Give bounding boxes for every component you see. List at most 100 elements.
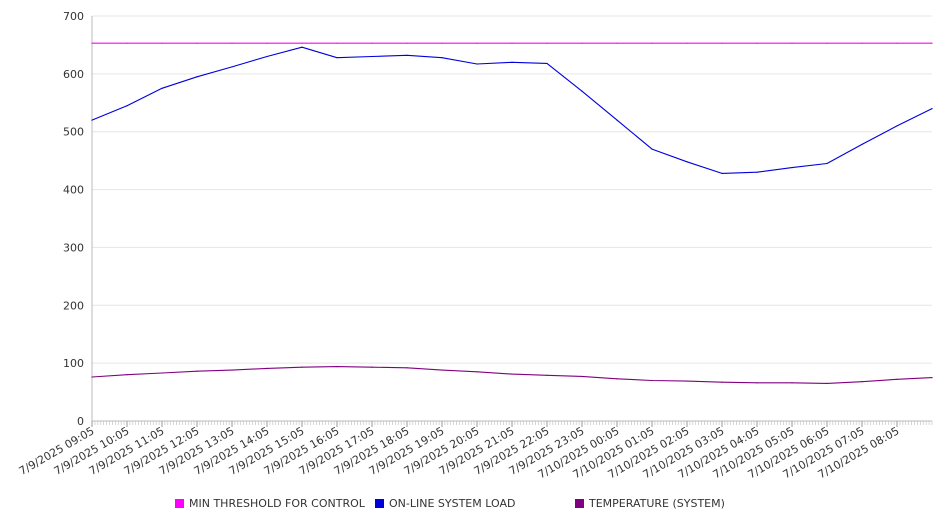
data-point <box>301 366 303 368</box>
legend-swatch-system-load <box>375 499 384 508</box>
data-point <box>441 369 443 371</box>
data-point <box>581 375 583 378</box>
data-point <box>196 76 198 78</box>
data-point <box>336 42 338 44</box>
legend-label-temperature: TEMPERATURE (SYSTEM) <box>589 497 725 510</box>
data-point <box>511 42 513 44</box>
data-point <box>371 42 373 44</box>
data-point <box>301 46 303 48</box>
data-point <box>756 382 758 384</box>
data-point <box>756 42 758 44</box>
y-tick-label: 200 <box>63 299 84 312</box>
data-point <box>616 42 618 44</box>
data-point <box>301 42 303 44</box>
data-point <box>651 148 653 150</box>
data-point <box>196 370 198 372</box>
legend-swatch-min-threshold <box>175 499 184 508</box>
data-point <box>896 125 898 127</box>
data-point <box>686 380 688 382</box>
data-point <box>931 107 933 110</box>
data-point <box>476 42 478 44</box>
data-point <box>721 172 723 174</box>
data-point <box>371 55 373 58</box>
y-tick-label: 500 <box>63 126 84 139</box>
data-point <box>126 374 128 376</box>
legend-label-min-threshold: MIN THRESHOLD FOR CONTROL <box>189 497 365 510</box>
data-point <box>581 90 583 92</box>
data-point <box>91 376 93 378</box>
data-point <box>406 42 408 44</box>
data-point <box>511 61 513 63</box>
data-point <box>231 369 233 371</box>
data-point <box>651 42 653 44</box>
data-point <box>161 42 163 44</box>
data-point <box>826 162 828 165</box>
data-point <box>861 381 863 383</box>
data-point <box>371 366 373 368</box>
data-point <box>161 372 163 374</box>
data-point <box>476 63 478 65</box>
legend-item-system-load: ON-LINE SYSTEM LOAD <box>375 497 515 510</box>
data-point <box>651 379 653 382</box>
data-point <box>896 42 898 44</box>
data-point <box>126 105 128 107</box>
data-point <box>616 119 618 121</box>
data-point <box>721 381 723 383</box>
data-point <box>931 377 933 379</box>
data-point <box>336 57 338 59</box>
legend: MIN THRESHOLD FOR CONTROL ON-LINE SYSTEM… <box>0 497 946 513</box>
y-tick-label: 700 <box>63 10 84 23</box>
series-line <box>91 366 933 384</box>
y-tick-label: 600 <box>63 68 84 81</box>
data-point <box>791 42 793 44</box>
data-point <box>826 42 828 44</box>
data-point <box>686 161 688 163</box>
data-point <box>161 87 163 89</box>
data-point <box>861 42 863 44</box>
data-point <box>441 57 443 59</box>
data-point <box>931 42 933 44</box>
data-point <box>231 66 233 68</box>
data-point <box>406 367 408 369</box>
data-point <box>546 42 548 44</box>
data-point <box>336 366 338 368</box>
data-point <box>756 171 758 173</box>
y-tick-label: 300 <box>63 241 84 254</box>
data-point <box>826 382 828 384</box>
data-point <box>126 42 128 44</box>
data-point <box>791 382 793 384</box>
data-point <box>896 378 898 380</box>
data-point <box>231 42 233 44</box>
data-point <box>266 367 268 369</box>
data-point <box>861 143 863 146</box>
data-point <box>91 119 93 121</box>
data-point <box>511 373 513 375</box>
y-tick-label: 0 <box>77 415 84 428</box>
data-point <box>441 42 443 44</box>
data-point <box>791 166 793 169</box>
grid-layer <box>92 15 932 364</box>
legend-item-temperature: TEMPERATURE (SYSTEM) <box>575 497 725 510</box>
data-point <box>581 42 583 44</box>
data-point <box>266 55 268 58</box>
data-point <box>546 62 548 65</box>
data-point <box>406 54 408 56</box>
data-point <box>616 378 618 380</box>
data-point <box>266 42 268 44</box>
series-line <box>91 46 933 174</box>
y-tick-label: 400 <box>63 184 84 197</box>
legend-label-system-load: ON-LINE SYSTEM LOAD <box>389 497 516 510</box>
legend-item-min-threshold: MIN THRESHOLD FOR CONTROL <box>175 497 365 510</box>
data-point <box>721 42 723 44</box>
data-point <box>546 374 548 376</box>
data-point <box>476 371 478 373</box>
data-point <box>196 42 198 44</box>
series-layer <box>91 42 933 384</box>
data-point <box>91 42 93 44</box>
data-point <box>686 42 688 44</box>
y-tick-label: 100 <box>63 357 84 370</box>
legend-swatch-temperature <box>575 499 584 508</box>
